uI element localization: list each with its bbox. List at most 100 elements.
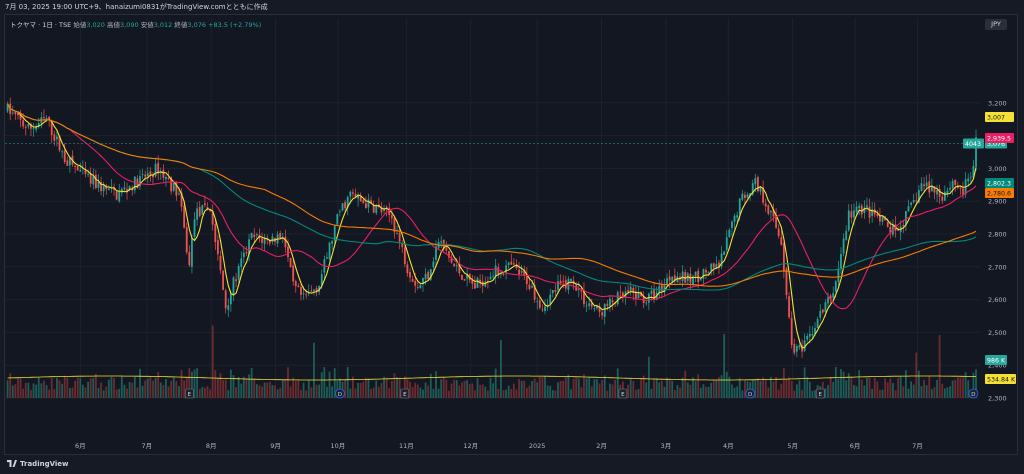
candle-body [622, 292, 624, 297]
volume-bar [733, 387, 736, 398]
volume-bar [128, 382, 131, 398]
volume-bar [507, 385, 510, 398]
volume-bar [637, 388, 640, 398]
candle-body [541, 309, 544, 311]
candle-body [570, 278, 572, 281]
high-label: 高値 [107, 21, 121, 29]
candle-body [611, 300, 614, 303]
volume-bar [832, 381, 835, 398]
volume-bar [149, 376, 152, 398]
candle-body [27, 124, 30, 127]
candle-body [484, 281, 487, 287]
volume-bar [949, 386, 951, 398]
volume-bar [897, 378, 900, 398]
volume-bar [616, 368, 619, 398]
volume-bar [731, 384, 733, 398]
candle-body [209, 209, 212, 212]
candle-body [881, 217, 884, 222]
x-tick-label: 4月 [723, 442, 734, 450]
volume-bar [63, 375, 66, 398]
candle-body [917, 190, 920, 203]
volume-bar [720, 375, 723, 398]
volume-bar [850, 377, 853, 398]
candle-body [453, 263, 456, 267]
volume-bar [614, 379, 617, 398]
candle-body [154, 164, 157, 177]
candle-body [798, 345, 801, 348]
candle-body [440, 241, 443, 243]
candle-body [224, 290, 227, 309]
x-tick-label: 12月 [463, 442, 478, 450]
volume-bar [741, 390, 744, 398]
volume-bar [162, 385, 165, 398]
volume-bar [146, 378, 149, 398]
volume-bar [785, 379, 788, 398]
candle-body [297, 285, 300, 288]
volume-bar [795, 384, 798, 398]
candle-body [94, 174, 97, 189]
volume-bar [167, 386, 170, 398]
candle-body [152, 174, 154, 178]
indicator-value-bg [985, 178, 1014, 188]
candle-body [141, 174, 144, 176]
volume-bar [152, 380, 154, 398]
candle-body [211, 210, 214, 225]
volume-bar [113, 377, 115, 398]
volume-ma-value: 534.84 K [987, 377, 1016, 384]
x-tick-label: 9月 [270, 442, 281, 450]
indicator-value: 2,780.6 [987, 191, 1011, 198]
candle-body [632, 287, 635, 293]
candle-body [764, 203, 767, 207]
volume-bar [788, 377, 790, 398]
volume-bar [354, 388, 357, 398]
candle-body [89, 173, 92, 184]
volume-bar [860, 379, 863, 398]
volume-bar [245, 378, 248, 398]
x-tick-label: 10月 [331, 442, 346, 450]
candle-body [380, 206, 383, 213]
volume-bar [466, 380, 469, 398]
candle-body [912, 199, 915, 203]
volume-bar [76, 377, 79, 398]
candle-body [100, 182, 102, 192]
candle-body [118, 191, 121, 202]
candle-body [463, 278, 466, 281]
volume-bar [782, 368, 785, 398]
candle-body [666, 278, 668, 285]
volume-bar [681, 377, 684, 398]
currency-button[interactable]: JPY [985, 19, 1007, 30]
candle-body [409, 271, 411, 278]
candle-body [588, 303, 591, 306]
volume-bar [261, 386, 263, 398]
volume-bar [139, 368, 141, 398]
candle-body [762, 187, 765, 203]
event-marker-label: E [403, 392, 407, 398]
volume-bar [100, 382, 102, 398]
candle-body [736, 215, 739, 218]
volume-bar [102, 390, 105, 398]
candle-body [253, 234, 256, 237]
volume-bar [736, 386, 739, 398]
volume-bar [294, 380, 297, 398]
symbol-legend[interactable]: トクヤマ · 1日 · TSE 始値3,020 高値3,090 安値3,012 … [10, 19, 261, 29]
volume-bar [759, 380, 762, 398]
volume-bar [336, 380, 339, 398]
candle-body [759, 187, 762, 192]
volume-bar [255, 384, 258, 398]
volume-bar [853, 385, 855, 398]
earnings-marker-bg [400, 388, 410, 399]
volume-bar [871, 388, 874, 398]
tradingview-logo[interactable]: TradingView [7, 460, 69, 468]
candle-body [76, 166, 79, 171]
candle-body [769, 211, 772, 213]
candle-body [782, 243, 785, 271]
candle-body [144, 174, 147, 177]
candle-body [767, 205, 770, 214]
event-marker-label: E [621, 392, 625, 398]
candle-body [775, 215, 777, 228]
indicator-value-bg [985, 188, 1014, 198]
volume-bar [946, 387, 949, 398]
volume-bar [359, 382, 362, 398]
